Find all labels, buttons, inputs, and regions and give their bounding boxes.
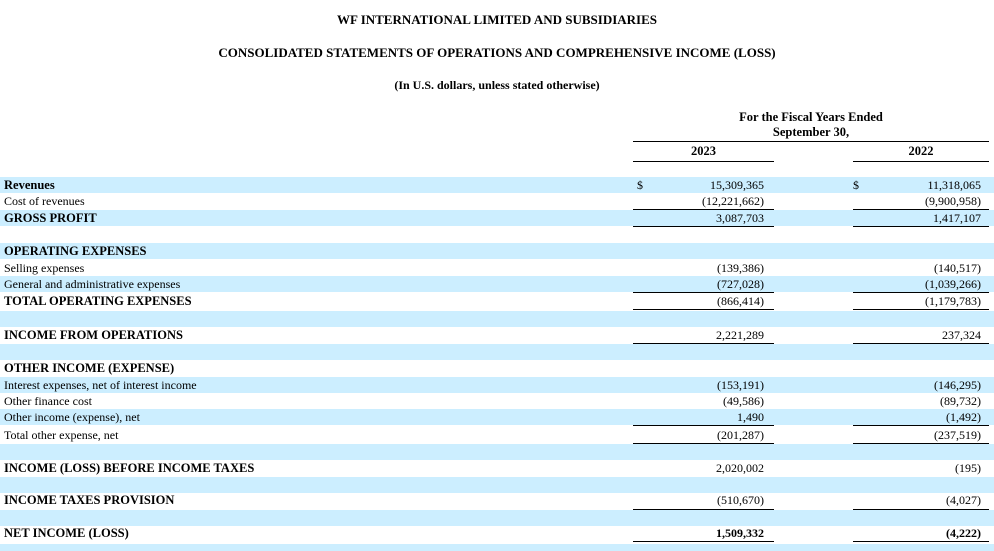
value-2023: (866,414)	[717, 294, 764, 308]
row-label: Revenues	[4, 178, 55, 192]
row-income-taxes-provision: INCOME TAXES PROVISION (510,670) (4,027)	[0, 492, 994, 508]
period-heading-rule	[633, 141, 989, 142]
value-2022: (9,900,958)	[925, 194, 981, 208]
value-2022: (1,039,266)	[925, 277, 981, 291]
value-2023: 2,221,289	[716, 328, 764, 342]
row-income-from-operations: INCOME FROM OPERATIONS 2,221,289 237,324	[0, 327, 994, 343]
value-2022: (195)	[955, 461, 981, 475]
row-label: General and administrative expenses	[4, 277, 181, 291]
row-label: INCOME FROM OPERATIONS	[4, 328, 183, 342]
row-label: Other income (expense), net	[4, 410, 140, 424]
row-income-before-taxes: INCOME (LOSS) BEFORE INCOME TAXES 2,020,…	[0, 460, 994, 476]
currency-symbol: $	[853, 178, 859, 192]
value-2023: 3,087,703	[716, 211, 764, 225]
row-label: Other finance cost	[4, 394, 92, 408]
subtotal-rule	[853, 443, 989, 444]
subtotal-rule	[853, 509, 989, 510]
spacer-row	[0, 510, 994, 526]
row-other-finance-cost: Other finance cost (49,586) (89,732)	[0, 393, 994, 409]
row-label: INCOME TAXES PROVISION	[4, 493, 175, 507]
row-label: GROSS PROFIT	[4, 211, 97, 225]
value-2022: 11,318,065	[927, 178, 981, 192]
subtotal-rule	[633, 209, 774, 210]
column-header-rule-2022	[853, 161, 989, 162]
value-2023: (12,221,662)	[702, 194, 764, 208]
value-2023: 2,020,002	[716, 461, 764, 475]
subtotal-rule	[633, 509, 774, 510]
value-2023: (510,670)	[717, 493, 764, 507]
value-2023: (153,191)	[717, 378, 764, 392]
spacer-row	[0, 344, 994, 360]
period-heading-line2: September 30,	[772, 125, 850, 139]
subtotal-rule	[633, 443, 774, 444]
subtotal-rule	[853, 343, 989, 344]
spacer-row	[0, 544, 994, 551]
row-ga-expenses: General and administrative expenses (727…	[0, 276, 994, 292]
value-2022: 1,417,107	[933, 211, 981, 225]
row-label: Interest expenses, net of interest incom…	[4, 378, 197, 392]
value-2022: (146,295)	[934, 378, 981, 392]
value-2023: 1,509,332	[716, 526, 764, 540]
row-other-income-net: Other income (expense), net 1,490 (1,492…	[0, 409, 994, 425]
row-label: Total other expense, net	[4, 428, 119, 442]
currency-note: (In U.S. dollars, unless stated otherwis…	[394, 78, 600, 92]
company-name: WF INTERNATIONAL LIMITED AND SUBSIDIARIE…	[336, 12, 658, 27]
row-gross-profit: GROSS PROFIT 3,087,703 1,417,107	[0, 210, 994, 226]
value-2023: (49,586)	[723, 394, 764, 408]
row-total-other-expense: Total other expense, net (201,287) (237,…	[0, 427, 994, 443]
subtotal-rule	[633, 343, 774, 344]
value-2022: (1,492)	[946, 410, 981, 424]
column-header-2023: 2023	[691, 144, 716, 158]
section-heading: OTHER INCOME (EXPENSE)	[4, 361, 175, 375]
row-selling-expenses: Selling expenses (139,386) (140,517)	[0, 260, 994, 276]
subtotal-rule	[853, 209, 989, 210]
currency-symbol: $	[637, 178, 643, 192]
row-interest-expenses: Interest expenses, net of interest incom…	[0, 377, 994, 393]
subtotal-rule	[853, 226, 989, 227]
row-label: NET INCOME (LOSS)	[4, 526, 129, 540]
value-2022: (4,027)	[946, 493, 981, 507]
spacer-row	[0, 311, 994, 327]
value-2023: 15,309,365	[710, 178, 764, 192]
row-operating-expenses-header: OPERATING EXPENSES	[0, 243, 994, 259]
spacer-row	[0, 444, 994, 460]
row-other-income-header: OTHER INCOME (EXPENSE)	[0, 360, 994, 376]
value-2022: (140,517)	[934, 261, 981, 275]
value-2022: (89,732)	[940, 394, 981, 408]
subtotal-rule	[633, 226, 774, 227]
value-2023: (201,287)	[717, 428, 764, 442]
statement-title: CONSOLIDATED STATEMENTS OF OPERATIONS AN…	[218, 45, 776, 60]
row-net-income: NET INCOME (LOSS) 1,509,332 (4,222)	[0, 525, 994, 541]
subtotal-rule	[633, 309, 774, 310]
section-heading: OPERATING EXPENSES	[4, 244, 147, 258]
subtotal-rule	[853, 309, 989, 310]
spacer-row	[0, 477, 994, 493]
row-label: Cost of revenues	[4, 194, 85, 208]
subtotal-rule	[633, 425, 774, 426]
row-label: TOTAL OPERATING EXPENSES	[4, 294, 192, 308]
period-heading-line1: For the Fiscal Years Ended	[739, 110, 883, 124]
value-2022: 237,324	[942, 328, 981, 342]
period-heading: For the Fiscal Years Ended September 30,	[633, 110, 989, 140]
row-cost-of-revenues: Cost of revenues (12,221,662) (9,900,958…	[0, 193, 994, 209]
subtotal-rule	[853, 425, 989, 426]
column-header-2022: 2022	[908, 144, 934, 158]
value-2022: (1,179,783)	[925, 294, 981, 308]
row-label: Selling expenses	[4, 261, 85, 275]
value-2022: (4,222)	[946, 526, 981, 540]
value-2023: (727,028)	[717, 277, 764, 291]
row-label: INCOME (LOSS) BEFORE INCOME TAXES	[4, 461, 255, 475]
column-header-rule-2023	[633, 161, 774, 162]
value-2023: 1,490	[737, 410, 764, 424]
value-2022: (237,519)	[934, 428, 981, 442]
subtotal-rule	[853, 292, 989, 293]
value-2023: (139,386)	[717, 261, 764, 275]
row-revenues: Revenues $ 15,309,365 $ 11,318,065	[0, 177, 994, 193]
row-total-operating-expenses: TOTAL OPERATING EXPENSES (866,414) (1,17…	[0, 293, 994, 309]
spacer-row	[0, 227, 994, 243]
subtotal-rule	[633, 292, 774, 293]
